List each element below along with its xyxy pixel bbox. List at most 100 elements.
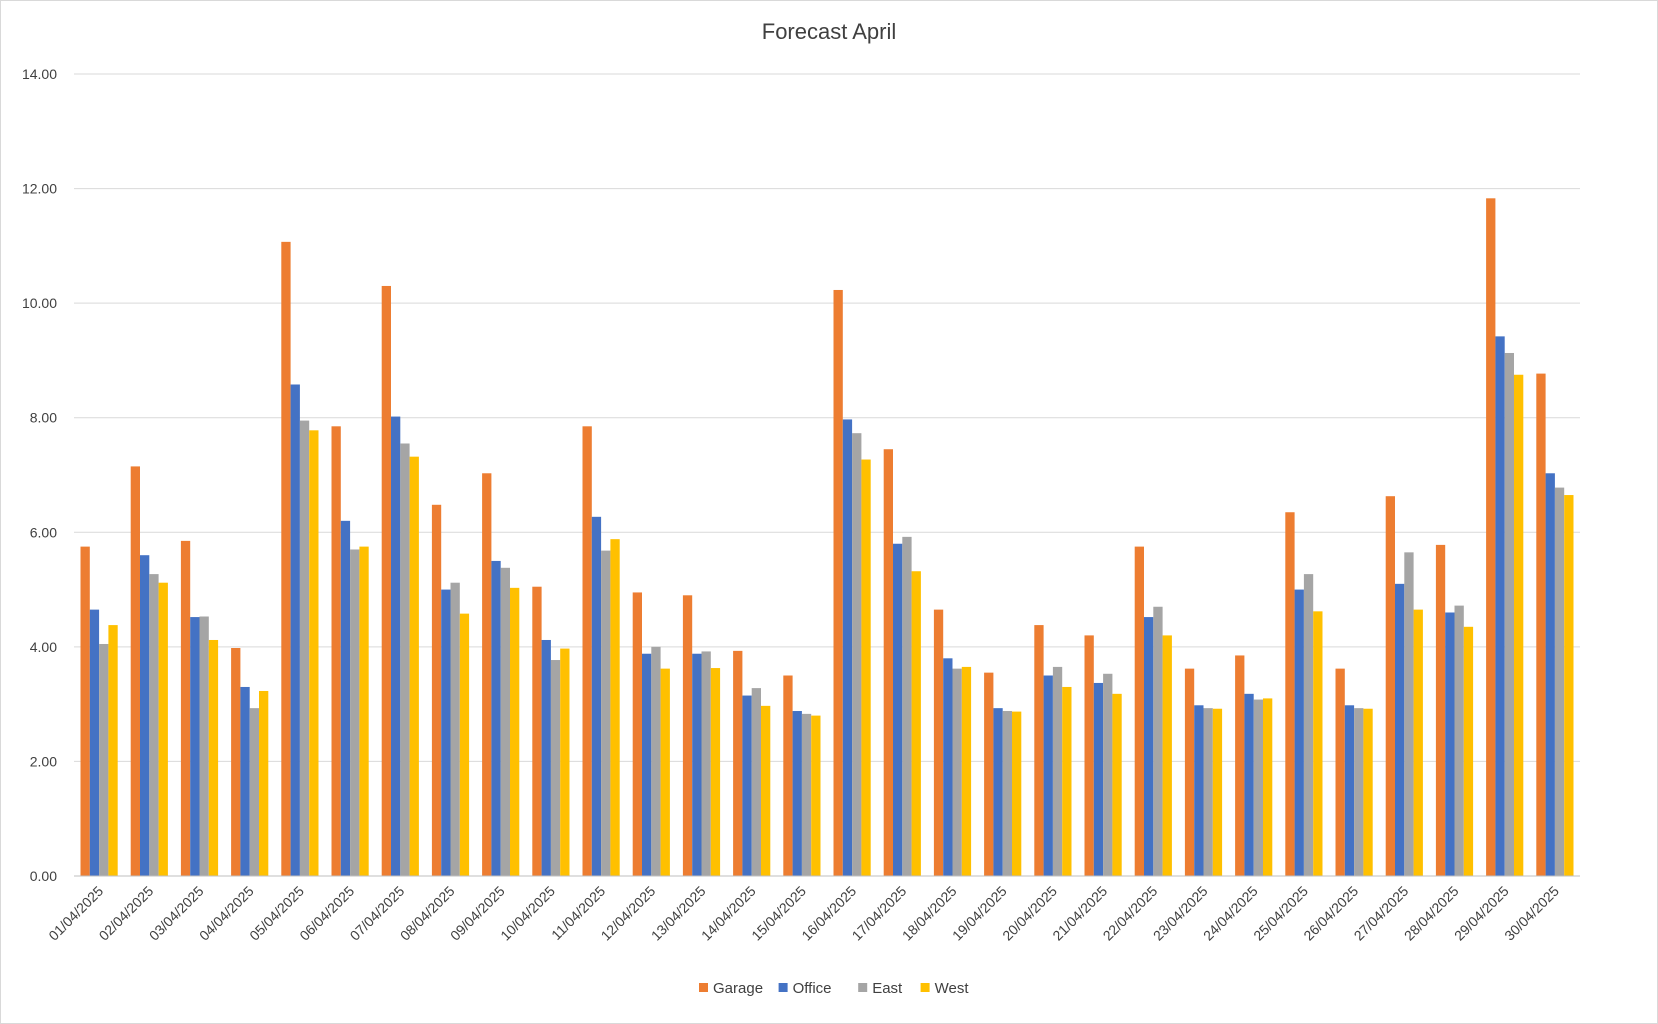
bar-west	[510, 587, 520, 876]
bar-garage	[130, 466, 140, 876]
legend-swatch	[920, 983, 930, 992]
y-tick-label: 8.00	[30, 410, 57, 426]
bar-office	[491, 560, 501, 876]
bar-office	[993, 708, 1003, 876]
bar-garage	[1385, 496, 1395, 876]
bar-office	[792, 711, 802, 876]
bar-garage	[180, 540, 191, 876]
bar-east	[450, 582, 460, 876]
bar-west	[560, 648, 570, 876]
bar-west	[861, 459, 871, 876]
bar-west	[660, 668, 670, 876]
legend-swatch	[778, 983, 788, 992]
bar-west	[1463, 626, 1474, 876]
bar-east	[1354, 708, 1364, 876]
bar-office	[893, 543, 903, 876]
y-axis-ticks: 0.00 2.00 4.00 6.00 8.00 10.00 12.00 14.00	[22, 66, 57, 884]
bar-office	[742, 695, 752, 876]
gridlines	[74, 73, 1580, 762]
y-tick-label: 10.00	[22, 295, 57, 311]
bar-west	[1062, 686, 1072, 876]
bar-east	[701, 651, 711, 876]
bar-east	[751, 688, 761, 876]
bar-east	[350, 549, 360, 876]
bar-west	[1313, 611, 1323, 876]
bar-garage	[381, 285, 391, 877]
bar-east	[902, 536, 912, 876]
bar-west	[1413, 609, 1423, 876]
bar-west	[1212, 708, 1223, 876]
bar-garage	[582, 426, 592, 876]
bar-east	[400, 443, 410, 876]
bar-garage	[1335, 668, 1345, 876]
legend-label: West	[935, 980, 970, 997]
bar-garage	[632, 592, 642, 876]
y-tick-label: 2.00	[30, 753, 57, 769]
legend-swatch	[699, 983, 708, 992]
bar-west	[1263, 698, 1273, 876]
bar-west	[961, 666, 972, 876]
bar-garage	[1134, 546, 1144, 876]
bar-west	[409, 456, 419, 876]
legend-swatch	[858, 983, 868, 992]
bar-west	[1012, 711, 1022, 876]
bar-garage	[1435, 544, 1446, 876]
bar-east	[249, 708, 259, 876]
bar-west	[158, 582, 168, 876]
bar-east	[199, 616, 209, 876]
y-tick-label: 6.00	[30, 524, 57, 540]
bar-west	[761, 705, 771, 876]
bar-east	[1052, 666, 1063, 876]
legend-label: East	[872, 980, 903, 997]
bar-office	[1395, 583, 1405, 876]
y-tick-label: 12.00	[22, 181, 57, 197]
bar-west	[208, 639, 219, 876]
legend-item-garage: Garage	[699, 980, 763, 997]
legend-label: Office	[793, 980, 832, 997]
bar-office	[1495, 336, 1505, 876]
bar-west	[911, 571, 921, 876]
bar-west	[259, 690, 269, 876]
bar-west	[811, 715, 821, 876]
bar-office	[591, 516, 602, 876]
bar-garage	[281, 241, 291, 877]
bar-office	[642, 653, 652, 876]
bar-office	[943, 658, 953, 876]
bar-east	[952, 668, 962, 876]
bar-garage	[1235, 655, 1245, 876]
bar-garage	[1034, 625, 1044, 876]
legend-item-west: West	[920, 980, 970, 997]
bar-garage	[1536, 373, 1546, 876]
bar-west	[1514, 374, 1524, 876]
bar-east	[1454, 605, 1464, 876]
bar-east	[801, 713, 812, 876]
bar-garage	[933, 609, 944, 876]
bar-east	[1103, 673, 1113, 876]
bar-office	[1244, 693, 1254, 876]
bar-garage	[1084, 635, 1094, 876]
bar-east	[99, 643, 109, 876]
bar-garage	[231, 648, 241, 876]
chart-title: Forecast April	[762, 19, 897, 44]
bar-west	[1162, 635, 1172, 876]
bar-office	[340, 520, 351, 876]
bar-garage	[833, 289, 843, 877]
bar-east	[1554, 487, 1565, 876]
bar-garage	[1486, 198, 1496, 876]
bar-west	[359, 546, 369, 876]
bar-east	[1002, 711, 1012, 876]
bar-garage	[984, 672, 994, 876]
bar-office	[1344, 705, 1355, 876]
legend-label: Garage	[713, 980, 763, 997]
bar-east	[1303, 574, 1314, 876]
bar-office	[842, 419, 853, 876]
bar-office	[1043, 675, 1053, 876]
bar-office	[140, 555, 150, 876]
bar-west	[459, 613, 470, 876]
bar-east	[550, 660, 561, 876]
bar-office	[1144, 617, 1154, 876]
bar-garage	[783, 675, 793, 876]
bar-office	[541, 639, 551, 876]
bar-office	[1545, 473, 1555, 876]
